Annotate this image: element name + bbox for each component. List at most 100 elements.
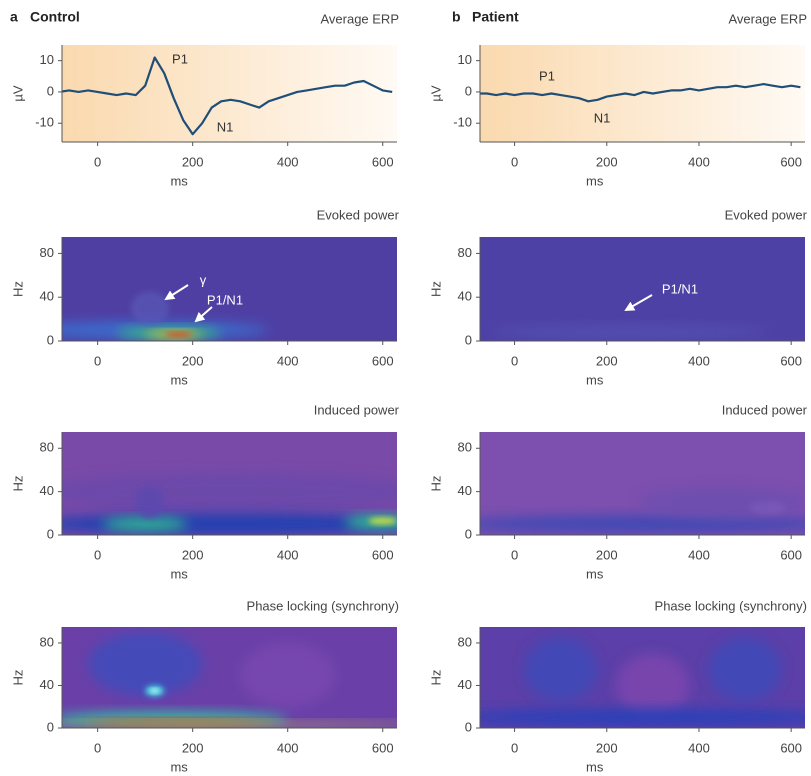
x-tick-label: 200 [182, 547, 204, 562]
plot [480, 432, 805, 535]
x-tick-label: 400 [277, 547, 299, 562]
chart-title: Induced power [722, 402, 808, 417]
x-axis-label: ms [170, 566, 188, 581]
y-axis-label: Hz [10, 476, 25, 492]
x-tick-label: 600 [780, 740, 802, 755]
heatmap-blob [88, 632, 203, 697]
y-axis-label: Hz [428, 281, 443, 297]
heatmap-blob [240, 642, 336, 707]
x-tick-label: 200 [182, 353, 204, 368]
x-axis-label: ms [170, 173, 188, 188]
x-tick-label: 200 [596, 154, 618, 169]
chart-title: Evoked power [317, 207, 400, 222]
plot [480, 627, 805, 728]
heatmap-blob [368, 517, 397, 525]
chart-title: Evoked power [725, 207, 808, 222]
y-axis-label: µV [428, 85, 443, 101]
y-tick-label: 10 [458, 52, 472, 67]
annotation: γ [200, 272, 207, 287]
x-axis-label: ms [170, 372, 188, 387]
x-axis-label: ms [586, 372, 604, 387]
y-axis-label: Hz [10, 281, 25, 297]
plot [62, 45, 397, 142]
y-tick-label: 0 [47, 526, 54, 541]
y-tick-label: 10 [40, 52, 54, 67]
heatmap-blob [639, 487, 805, 518]
x-tick-label: 600 [372, 547, 394, 562]
heatmap-blob [523, 637, 598, 702]
heatmap-blob [708, 637, 782, 702]
chart-title: Phase locking (synchrony) [655, 598, 807, 613]
plot [62, 627, 397, 728]
heatmap-blob [62, 721, 397, 728]
annotation: N1 [594, 110, 611, 125]
x-axis-label: ms [586, 173, 604, 188]
heatmap-blob [615, 653, 690, 718]
erp-line [62, 56, 393, 136]
chart-title: Phase locking (synchrony) [247, 598, 399, 613]
x-tick-label: 0 [94, 353, 101, 368]
y-tick-label: 40 [40, 677, 54, 692]
annotation: P1 [172, 51, 188, 66]
y-tick-label: 40 [458, 289, 472, 304]
plot [62, 237, 397, 341]
x-tick-label: 0 [94, 547, 101, 562]
y-tick-label: 40 [458, 483, 472, 498]
y-tick-label: 0 [465, 719, 472, 734]
x-tick-label: 0 [511, 353, 518, 368]
chart-title: Induced power [314, 402, 400, 417]
y-tick-label: 0 [465, 332, 472, 347]
y-tick-label: 0 [47, 332, 54, 347]
erp-line [480, 83, 801, 103]
y-axis-label: Hz [428, 670, 443, 686]
x-tick-label: 400 [277, 353, 299, 368]
y-tick-label: 80 [40, 634, 54, 649]
heatmap-background [480, 237, 805, 341]
y-axis-label: Hz [428, 476, 443, 492]
y-tick-label: 40 [40, 483, 54, 498]
x-tick-label: 400 [277, 154, 299, 169]
x-axis-label: ms [586, 759, 604, 774]
plot [480, 237, 805, 341]
annotation-arrow [164, 284, 189, 301]
y-tick-label: 0 [47, 83, 54, 98]
y-tick-label: -10 [35, 115, 54, 130]
x-tick-label: 0 [511, 740, 518, 755]
x-axis-label: ms [586, 566, 604, 581]
plot [480, 45, 805, 142]
chart-title: Average ERP [728, 11, 807, 26]
x-tick-label: 200 [596, 547, 618, 562]
heatmap-blob [491, 325, 769, 339]
heatmap-blob [164, 332, 193, 337]
x-tick-label: 600 [372, 353, 394, 368]
y-tick-label: 80 [40, 440, 54, 455]
annotation: P1/N1 [662, 281, 698, 296]
x-tick-label: 200 [182, 740, 204, 755]
x-tick-label: 400 [277, 740, 299, 755]
x-tick-label: 400 [688, 740, 710, 755]
heatmap-blob [149, 688, 160, 693]
heatmap-blob [102, 517, 188, 531]
x-tick-label: 600 [372, 740, 394, 755]
x-tick-label: 200 [596, 740, 618, 755]
plot [62, 432, 397, 535]
annotation-arrow [194, 306, 213, 323]
x-tick-label: 600 [780, 547, 802, 562]
annotation: P1 [539, 68, 555, 83]
x-axis-label: ms [170, 759, 188, 774]
y-tick-label: 40 [40, 289, 54, 304]
panel-label: Patient [472, 9, 519, 25]
annotation: N1 [217, 119, 234, 134]
y-tick-label: 80 [40, 245, 54, 260]
x-tick-label: 400 [688, 547, 710, 562]
x-tick-label: 600 [780, 353, 802, 368]
x-tick-label: 600 [780, 154, 802, 169]
x-tick-label: 0 [94, 740, 101, 755]
plot-background [62, 45, 397, 142]
y-tick-label: 80 [458, 245, 472, 260]
x-tick-label: 0 [511, 547, 518, 562]
y-axis-label: Hz [10, 670, 25, 686]
heatmap-blob [480, 515, 805, 533]
x-tick-label: 600 [372, 154, 394, 169]
